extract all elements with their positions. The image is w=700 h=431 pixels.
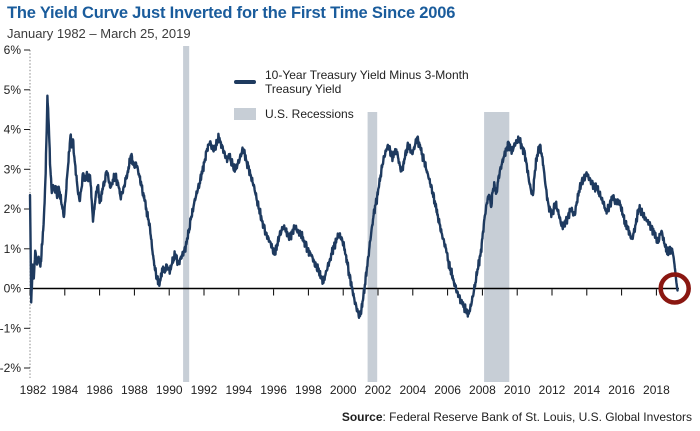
source-text: : Federal Reserve Bank of St. Louis, U.S… [382, 410, 692, 424]
legend-item-recessions: U.S. Recessions [234, 107, 518, 121]
x-tick-label: 1992 [191, 383, 218, 397]
spread-line-series [28, 94, 679, 319]
chart-header: The Yield Curve Just Inverted for the Fi… [7, 4, 455, 41]
series-legend-label: 10-Year Treasury Yield Minus 3-Month Tre… [265, 68, 469, 96]
source-label: Source [341, 410, 383, 424]
x-tick-label: 2012 [539, 383, 566, 397]
x-tick-label: 1986 [86, 383, 113, 397]
x-tick-label: 1990 [156, 383, 183, 397]
x-tick-label: 2008 [469, 383, 496, 397]
y-tick-label: 3% [4, 162, 22, 176]
x-tick-label: 1994 [225, 383, 252, 397]
y-tick-label: 1% [4, 242, 22, 256]
x-tick-label: 1982 [20, 383, 47, 397]
x-tick-label: 1984 [51, 383, 78, 397]
recession-band [367, 46, 378, 382]
x-tick-label: 2016 [608, 383, 635, 397]
recession-band-swatch [234, 108, 256, 120]
legend-item-series: 10-Year Treasury Yield Minus 3-Month Tre… [234, 68, 518, 96]
y-tick-label: 6% [4, 43, 22, 57]
y-tick-label: 4% [4, 123, 22, 137]
y-tick-label: -1% [0, 321, 21, 335]
recession-band [183, 46, 190, 382]
source-note: Source: Federal Reserve Bank of St. Loui… [342, 410, 692, 424]
x-tick-label: 1988 [121, 383, 148, 397]
x-tick-label: 1998 [295, 383, 322, 397]
chart-subtitle: January 1982 – March 25, 2019 [7, 26, 191, 41]
y-tick-label: 0% [4, 282, 22, 296]
x-tick-label: 2000 [330, 383, 357, 397]
x-tick-label: 2018 [643, 383, 670, 397]
x-tick-label: 2002 [365, 383, 392, 397]
y-tick-label: 2% [4, 202, 22, 216]
x-tick-label: 1996 [260, 383, 287, 397]
x-tick-label: 2014 [573, 383, 600, 397]
y-tick-label: 5% [4, 83, 22, 97]
x-tick-label: 2006 [434, 383, 461, 397]
chart-title: The Yield Curve Just Inverted for the Fi… [7, 4, 456, 22]
y-tick-label: -2% [0, 361, 21, 375]
chart-legend: 10-Year Treasury Yield Minus 3-Month Tre… [226, 46, 518, 121]
inversion-highlight-circle [658, 272, 691, 305]
x-tick-label: 2010 [504, 383, 531, 397]
series-line-swatch [234, 80, 256, 84]
x-tick-label: 2004 [399, 383, 426, 397]
recession-legend-label: U.S. Recessions [265, 107, 354, 121]
